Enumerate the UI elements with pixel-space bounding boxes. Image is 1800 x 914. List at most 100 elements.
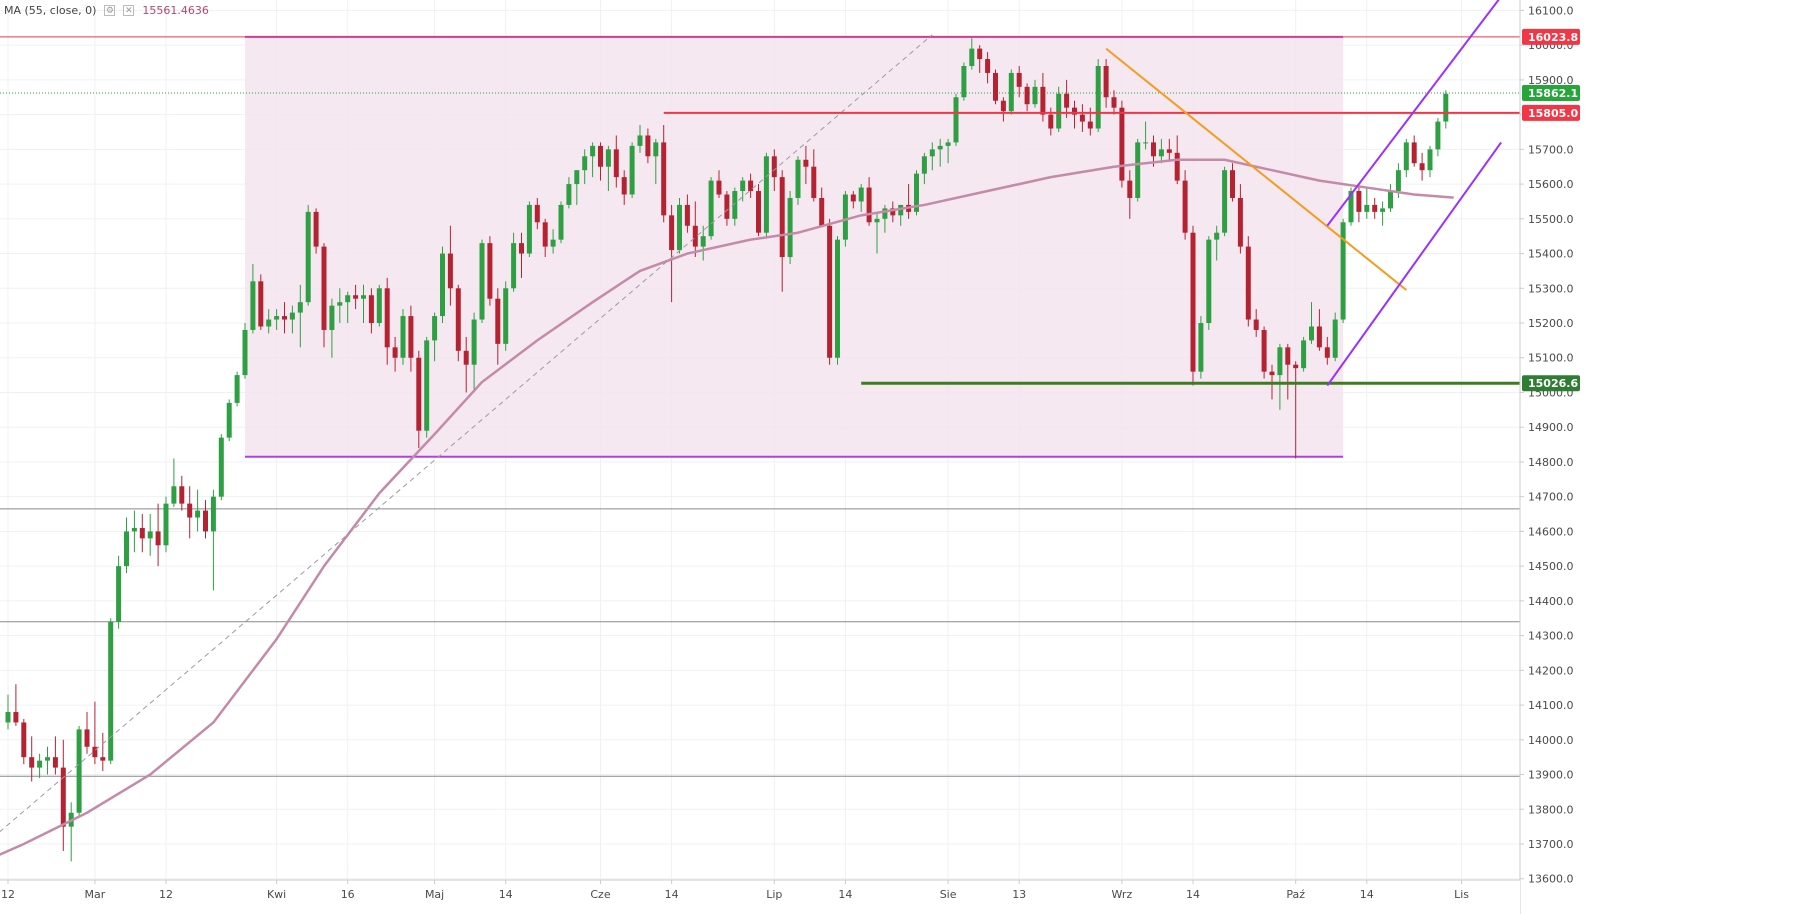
moving-average-line: [0, 158, 1454, 856]
time-tick-label: 12: [1, 888, 15, 901]
candle-body: [1372, 204, 1378, 212]
trendline-layer: [0, 0, 1525, 833]
candle-body: [511, 243, 517, 289]
time-tick-label: Sie: [940, 888, 957, 901]
candle-body: [1032, 86, 1038, 105]
time-tick-label: Lis: [1454, 888, 1469, 901]
candle-body: [1435, 121, 1441, 150]
candle-body: [321, 246, 327, 330]
time-tick-label: 16: [341, 888, 355, 901]
settings-icon[interactable]: ⚙: [104, 5, 116, 16]
candle-body: [337, 302, 343, 306]
indicator-legend: MA (55, close, 0) ⚙ ✕ 15561.4636: [4, 4, 209, 17]
candle-body: [969, 48, 975, 66]
price-tick-label: 14500.0: [1528, 560, 1574, 573]
candle-body: [92, 746, 98, 758]
candle-body: [447, 253, 453, 289]
candle-body: [1198, 323, 1204, 372]
candle-body: [329, 305, 335, 330]
candle-body: [163, 503, 169, 546]
candle-body: [763, 156, 769, 233]
candle-body: [1048, 114, 1054, 129]
candle-body: [684, 204, 690, 226]
candle-body: [708, 180, 714, 237]
candle-body: [171, 486, 177, 504]
candle-body: [827, 225, 833, 358]
price-badge-label: 15862.1: [1528, 87, 1578, 100]
time-tick-label: 14: [1186, 888, 1200, 901]
candle-body: [1364, 204, 1370, 212]
candle-body: [661, 142, 667, 216]
candle-body: [1261, 329, 1267, 372]
candles-layer: [5, 38, 1449, 862]
candle-body: [961, 65, 967, 98]
candle-body: [1285, 347, 1291, 365]
candle-body: [795, 159, 801, 198]
candle-body: [1143, 142, 1149, 144]
candle-body: [147, 531, 153, 539]
candle-body: [1419, 163, 1425, 171]
candle-body: [598, 145, 603, 167]
candle-body: [305, 211, 311, 303]
price-badges-layer: 16023.8 15862.1 15805.0 15026.6: [1522, 28, 1580, 392]
candle-body: [1095, 65, 1101, 129]
candle-body: [748, 180, 754, 192]
price-badge-label: 15805.0: [1528, 107, 1578, 120]
price-axis[interactable]: 13600.0 13700.0 13800.0 13900.0 14000.0 14100…: [1519, 0, 1800, 914]
candle-body: [60, 767, 66, 827]
candle-body: [1388, 191, 1393, 209]
candle-body: [542, 222, 548, 247]
time-tick-label: 14: [499, 888, 513, 901]
candle-body: [5, 712, 11, 723]
candle-body: [1158, 149, 1164, 157]
candle-body: [1024, 86, 1030, 105]
candle-body: [1277, 347, 1283, 376]
close-icon[interactable]: ✕: [123, 5, 135, 16]
candle-body: [424, 340, 430, 431]
candle-body: [282, 316, 287, 320]
candle-body: [1301, 340, 1307, 369]
candle-body: [1403, 142, 1409, 171]
candle-body: [756, 191, 761, 233]
candle-body: [819, 197, 825, 226]
candle-body: [1309, 326, 1314, 341]
candle-body: [929, 149, 935, 157]
price-tick-label: 14200.0: [1528, 664, 1574, 677]
price-tick-label: 15500.0: [1528, 213, 1574, 226]
candle-body: [495, 298, 501, 344]
candle-body: [1190, 232, 1196, 372]
candle-body: [977, 48, 983, 60]
price-tick-label: 14300.0: [1528, 630, 1574, 643]
price-badge: [1522, 28, 1580, 45]
price-tick-label: 15100.0: [1528, 352, 1574, 365]
candle-body: [1135, 142, 1141, 198]
candle-body: [463, 350, 469, 365]
time-axis[interactable]: 12 Mar 12 Kwi 16 Maj 14 Cze 14 Lip 14 Sie 13 Wrz 14 Paź…: [0, 879, 1520, 914]
candle-body: [890, 208, 896, 216]
candle-body: [368, 295, 374, 324]
candle-body: [1040, 86, 1046, 115]
range-rectangle-layer: [245, 35, 1344, 458]
candle-body: [858, 187, 864, 202]
price-tick-label: 15300.0: [1528, 282, 1574, 295]
candle-body: [155, 531, 161, 546]
candle-body: [258, 281, 264, 327]
candle-body: [558, 204, 564, 240]
candle-body: [29, 757, 35, 768]
time-tick-label: 14: [1360, 888, 1374, 901]
candle-body: [1237, 197, 1243, 247]
candle-body: [289, 312, 295, 320]
price-axis-bg: [1520, 0, 1800, 914]
candle-body: [266, 319, 272, 327]
candle-body: [313, 211, 319, 247]
price-badge: [1522, 375, 1580, 392]
candle-body: [1222, 170, 1228, 233]
candle-body: [179, 486, 185, 504]
time-tick-label: 12: [159, 888, 173, 901]
price-tick-label: 16100.0: [1528, 4, 1574, 17]
candle-body: [361, 295, 366, 299]
indicator-name: MA (55, close, 0): [4, 4, 97, 17]
candle-body: [621, 177, 627, 195]
candle-body: [1166, 149, 1172, 153]
